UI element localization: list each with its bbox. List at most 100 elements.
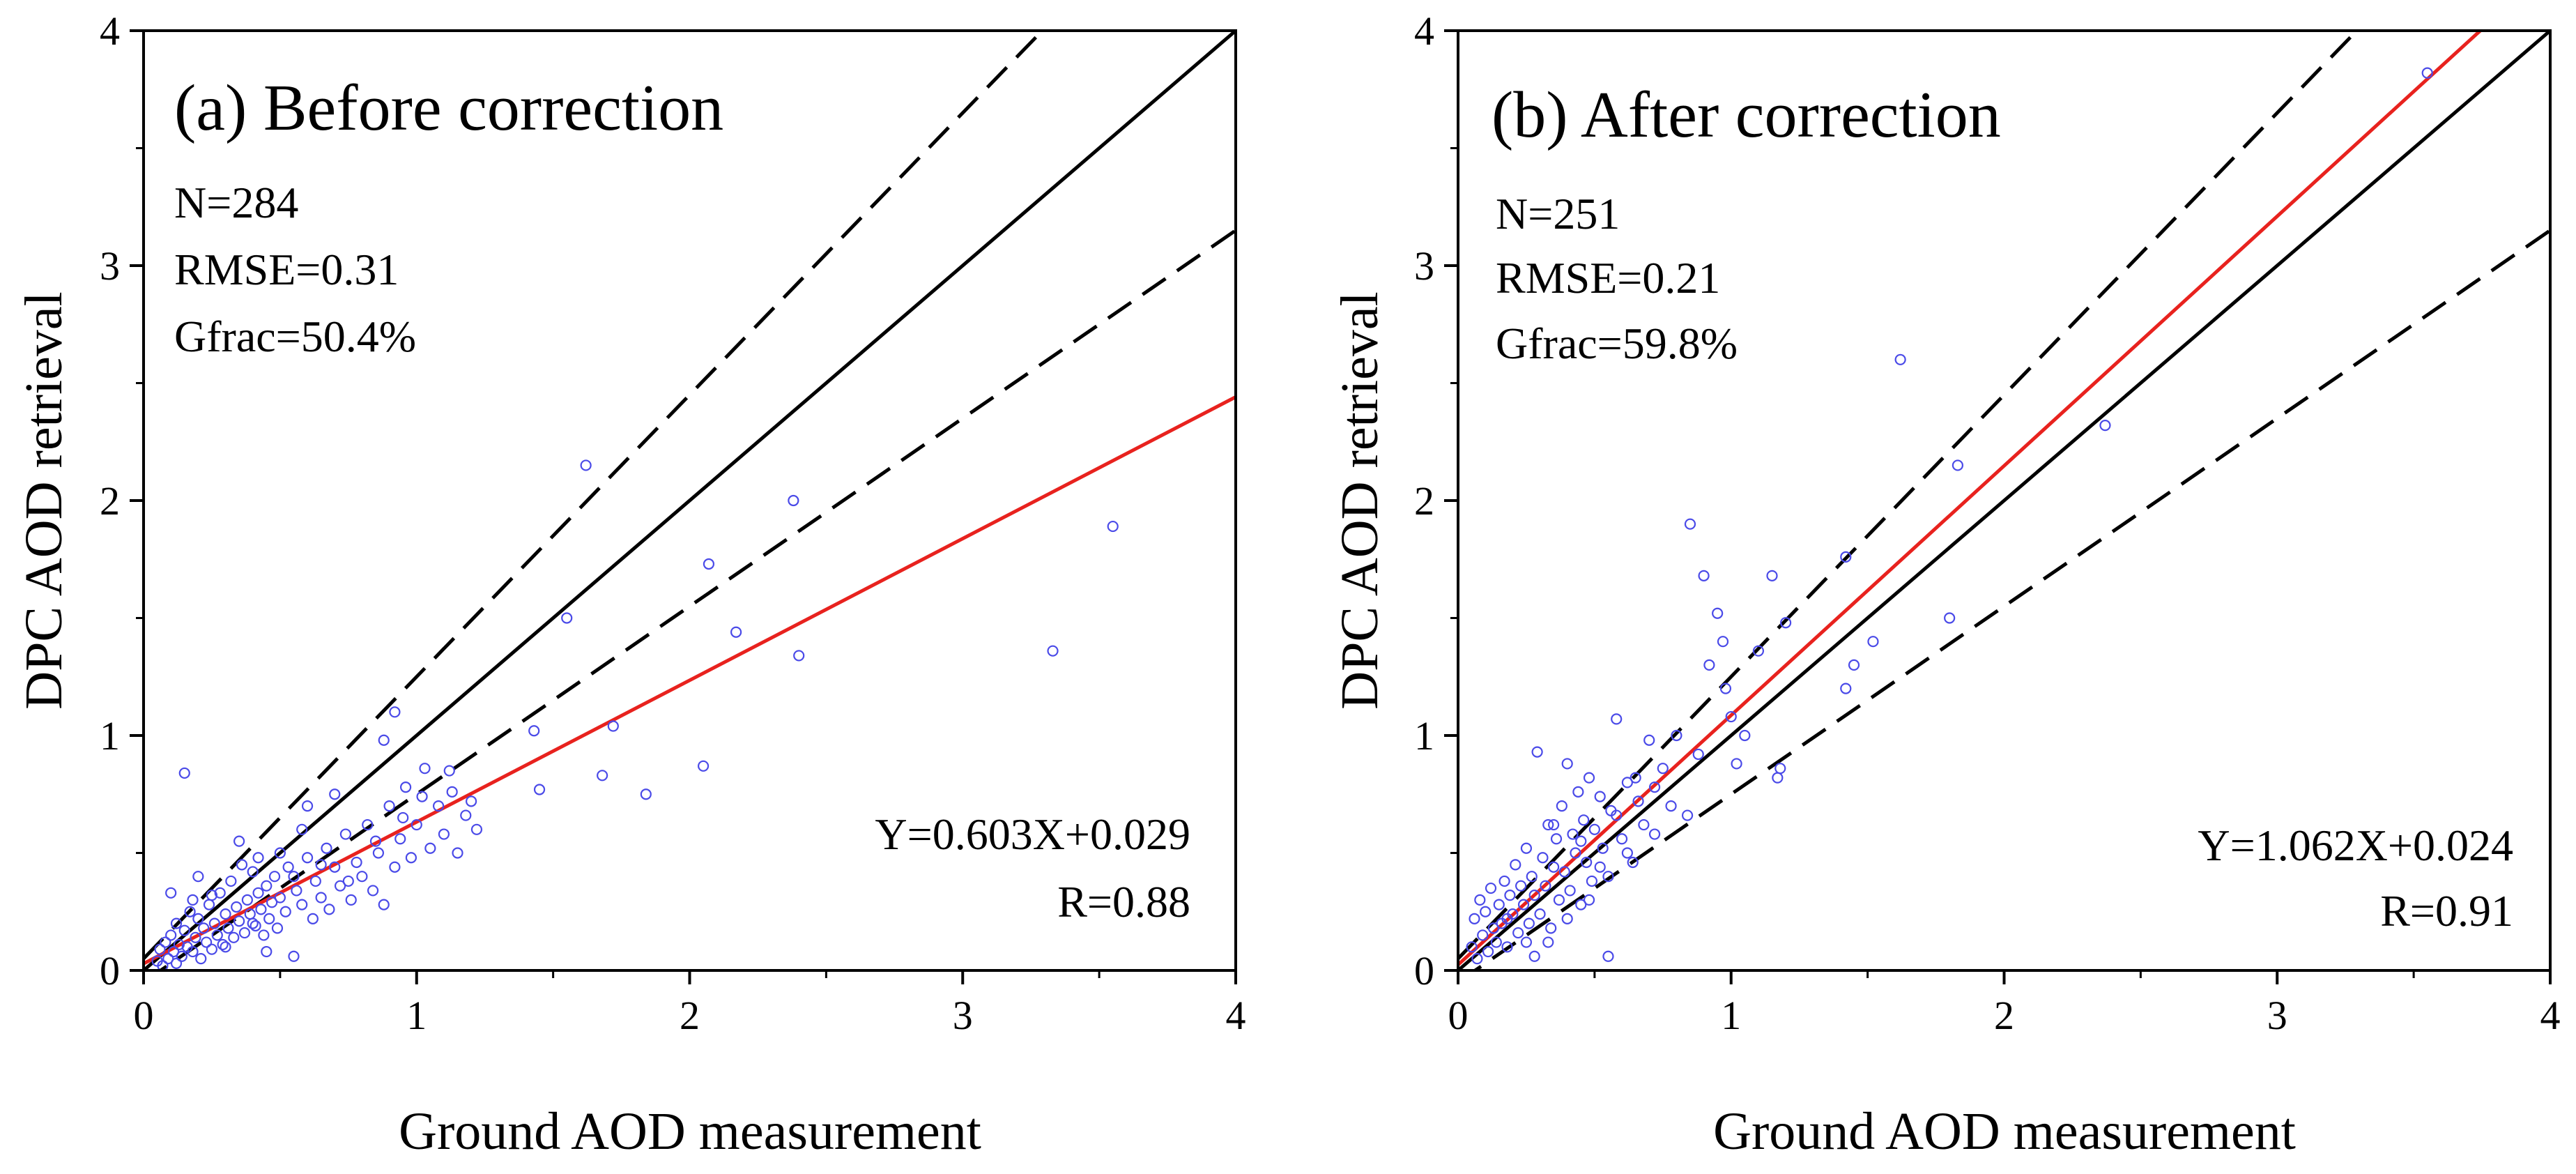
data-point — [178, 924, 190, 936]
data-point — [1504, 890, 1516, 901]
y-tick-label: 0 — [1414, 948, 1434, 993]
data-point — [1627, 856, 1639, 869]
data-point — [1534, 908, 1546, 920]
data-point — [222, 922, 234, 934]
data-point — [2099, 420, 2111, 432]
data-point — [1602, 871, 1614, 883]
data-point — [372, 847, 385, 859]
data-point — [1548, 818, 1560, 831]
data-point — [1528, 890, 1540, 901]
data-point — [378, 734, 390, 746]
data-point — [296, 823, 308, 835]
data-point — [1780, 617, 1792, 629]
data-point — [1638, 818, 1650, 831]
y-tick-label: 1 — [100, 713, 120, 758]
data-point — [389, 706, 401, 718]
data-point — [250, 920, 261, 932]
data-point — [1512, 927, 1524, 939]
data-point — [1692, 748, 1704, 761]
data-point — [1572, 786, 1584, 798]
data-point — [296, 899, 308, 910]
data-point — [446, 786, 458, 798]
data-point — [247, 917, 259, 929]
data-point — [274, 847, 286, 859]
data-point — [233, 915, 245, 927]
data-point — [397, 811, 409, 824]
data-point — [730, 626, 742, 638]
data-point — [597, 770, 608, 782]
fit-r: R=0.88 — [1057, 877, 1190, 927]
data-point — [291, 885, 302, 897]
data-point — [1772, 772, 1784, 784]
data-point — [1594, 861, 1606, 873]
y-tick-label: 0 — [100, 948, 120, 993]
y-tick-label: 2 — [100, 478, 120, 524]
data-point — [1717, 636, 1729, 648]
data-point — [315, 892, 327, 904]
panel-a: 0 1 2 3 4 0 1 2 3 4 (a) Before correction N=284 R… — [15, 8, 1246, 1161]
data-point — [217, 938, 229, 951]
data-point — [190, 931, 201, 943]
data-point — [1848, 659, 1860, 671]
data-point — [1523, 917, 1535, 929]
data-point — [1471, 953, 1483, 965]
data-point — [203, 899, 215, 910]
data-point — [225, 875, 237, 887]
data-point — [1894, 353, 1906, 365]
data-point — [208, 917, 220, 929]
fit-line — [144, 395, 1236, 966]
data-point — [1469, 913, 1480, 924]
data-point — [1545, 922, 1557, 934]
data-point — [266, 897, 278, 908]
data-point — [1567, 828, 1579, 840]
x-tick-label: 2 — [680, 993, 700, 1038]
data-point — [1621, 847, 1633, 859]
data-point — [1570, 847, 1581, 859]
data-point — [1556, 800, 1567, 812]
data-point — [438, 828, 450, 840]
data-point — [793, 650, 805, 662]
data-point — [323, 904, 335, 915]
data-point — [198, 922, 210, 934]
data-point — [1526, 871, 1538, 883]
data-point — [170, 917, 183, 929]
data-point — [378, 899, 390, 910]
data-point — [301, 800, 314, 812]
y-tick-label: 4 — [1414, 8, 1434, 54]
x-tick-label: 1 — [1721, 993, 1741, 1038]
data-point — [192, 913, 204, 924]
data-point — [339, 828, 351, 840]
x-tick-label: 3 — [2267, 993, 2287, 1038]
data-point — [1510, 859, 1521, 871]
data-point — [1712, 607, 1724, 619]
data-point — [1657, 763, 1669, 775]
data-point — [167, 945, 180, 958]
data-point — [1648, 828, 1661, 840]
data-point — [288, 950, 300, 962]
y-axis-label: DPC AOD retrieval — [1331, 291, 1389, 709]
data-point — [220, 908, 231, 920]
data-point — [206, 890, 218, 901]
data-point — [1616, 833, 1628, 845]
data-point — [252, 887, 264, 899]
data-point — [274, 892, 286, 904]
data-point — [607, 720, 619, 732]
data-point — [271, 922, 284, 934]
data-point — [162, 953, 174, 965]
data-point — [1474, 894, 1486, 906]
data-point — [528, 725, 540, 737]
data-point — [258, 929, 270, 941]
y-tick-label: 4 — [100, 8, 120, 54]
data-point — [369, 835, 382, 847]
fit-equation: Y=1.062X+0.024 — [2198, 821, 2513, 870]
data-point — [1588, 823, 1600, 835]
data-point — [1840, 551, 1852, 563]
data-point — [176, 950, 187, 962]
data-point — [1944, 612, 1956, 624]
data-point — [1611, 809, 1623, 821]
data-point — [1731, 758, 1742, 770]
data-point — [1485, 882, 1497, 894]
envelope-upper-line — [1458, 31, 2359, 960]
data-point — [533, 784, 546, 795]
data-point — [1575, 835, 1587, 847]
